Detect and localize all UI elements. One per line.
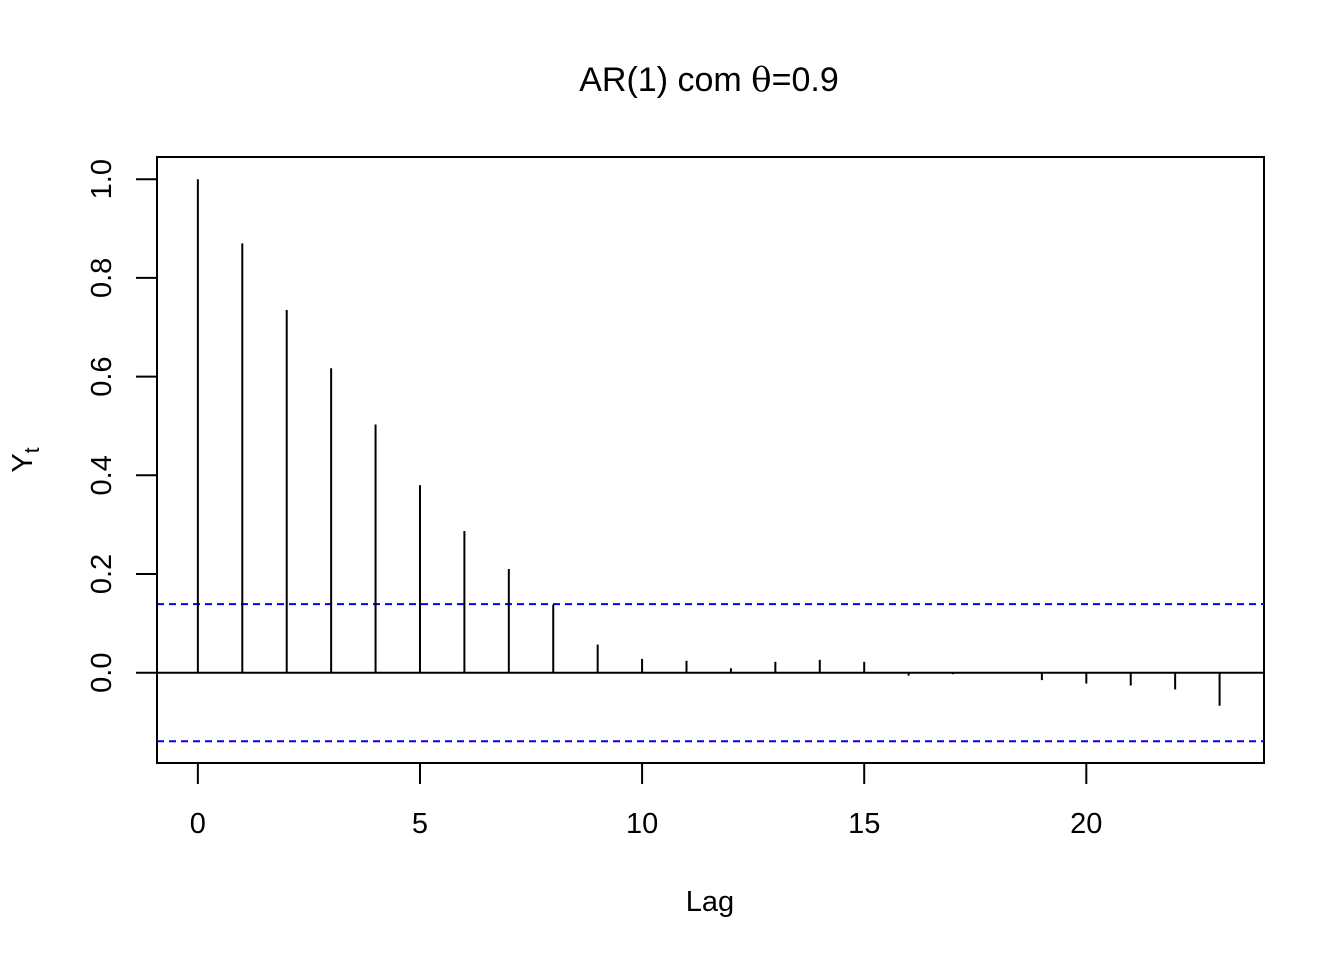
chart-title-prefix: AR(1) com bbox=[579, 61, 751, 99]
y-tick-label: 0.4 bbox=[86, 455, 118, 495]
chart-title: AR(1) com θ=0.9 bbox=[579, 60, 839, 100]
x-axis: 0 5 10 15 20 bbox=[190, 762, 1102, 840]
y-tick-label: 0.6 bbox=[86, 356, 118, 396]
x-tick-label: 0 bbox=[190, 808, 206, 840]
x-tick-label: 10 bbox=[626, 808, 658, 840]
svg-text:Yt: Yt bbox=[7, 447, 44, 472]
theta-symbol: θ bbox=[751, 60, 771, 100]
acf-bars bbox=[196, 179, 1221, 706]
y-axis-label-main: Y bbox=[7, 453, 39, 472]
x-tick-label: 15 bbox=[848, 808, 880, 840]
confidence-bounds bbox=[157, 603, 1264, 743]
x-tick-label: 5 bbox=[412, 808, 428, 840]
y-tick-label: 0.2 bbox=[86, 554, 118, 594]
x-axis-label: Lag bbox=[686, 886, 734, 918]
chart-title-suffix: =0.9 bbox=[772, 61, 839, 99]
y-axis-label-subscript: t bbox=[21, 447, 44, 453]
y-tick-label: 0.8 bbox=[86, 258, 118, 298]
y-tick-label: 0.0 bbox=[86, 653, 118, 693]
y-tick-label: 1.0 bbox=[86, 159, 118, 199]
y-axis-label: Yt bbox=[7, 447, 44, 472]
y-axis: 0.0 0.2 0.4 0.6 0.8 1.0 bbox=[86, 159, 158, 693]
x-tick-label: 20 bbox=[1070, 808, 1102, 840]
